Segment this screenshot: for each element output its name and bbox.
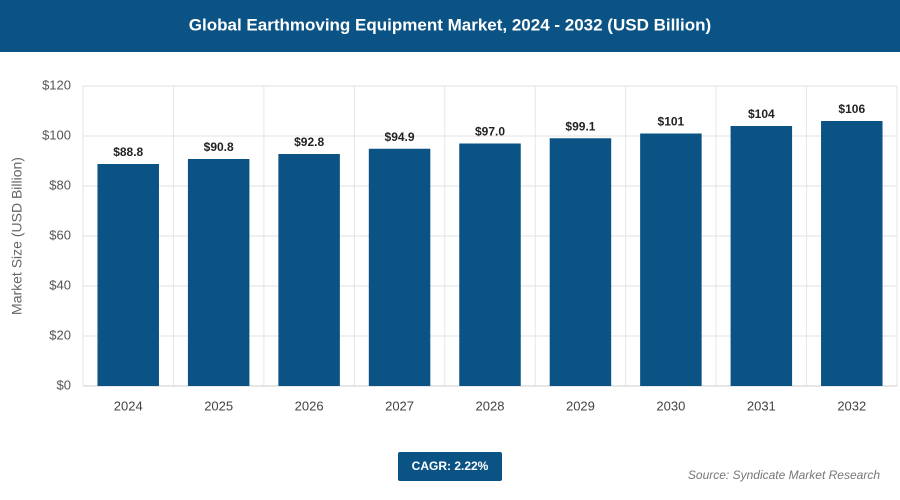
y-axis-label: Market Size (USD Billion) xyxy=(9,157,25,315)
x-tick-label: 2029 xyxy=(566,398,595,413)
cagr-label: CAGR: 2.22% xyxy=(412,459,489,473)
bar xyxy=(97,164,159,386)
bar xyxy=(640,133,702,386)
x-tick-label: 2030 xyxy=(656,398,685,413)
x-tick-label: 2024 xyxy=(114,398,143,413)
x-tick-label: 2027 xyxy=(385,398,414,413)
x-tick-label: 2025 xyxy=(204,398,233,413)
value-label: $99.1 xyxy=(565,119,595,133)
x-tick-label: 2026 xyxy=(295,398,324,413)
value-label: $97.0 xyxy=(475,125,505,139)
bar xyxy=(187,159,250,386)
bar xyxy=(278,154,340,386)
bar xyxy=(821,121,883,386)
value-label: $104 xyxy=(748,107,775,121)
bar xyxy=(730,126,793,386)
value-label: $101 xyxy=(658,115,685,129)
bar xyxy=(368,148,431,386)
y-tick-label: $40 xyxy=(49,277,71,292)
value-label: $88.8 xyxy=(113,145,143,159)
y-tick-label: $60 xyxy=(49,227,71,242)
y-tick-label: $80 xyxy=(49,177,71,192)
value-label: $92.8 xyxy=(294,135,324,149)
y-tick-label: $0 xyxy=(57,377,71,392)
x-tick-label: 2028 xyxy=(476,398,505,413)
x-tick-label: 2032 xyxy=(837,398,866,413)
x-tick-label: 2031 xyxy=(747,398,776,413)
bar xyxy=(549,138,612,386)
value-label: $94.9 xyxy=(385,130,415,144)
chart-title: Global Earthmoving Equipment Market, 202… xyxy=(189,15,711,34)
y-tick-label: $100 xyxy=(42,127,71,142)
cagr-box xyxy=(398,452,502,481)
bar xyxy=(459,143,521,386)
source-note: Source: Syndicate Market Research xyxy=(688,468,880,482)
header-bar xyxy=(0,0,900,52)
value-label: $106 xyxy=(838,102,865,116)
y-tick-label: $120 xyxy=(42,77,71,92)
value-label: $90.8 xyxy=(204,140,234,154)
y-tick-label: $20 xyxy=(49,327,71,342)
